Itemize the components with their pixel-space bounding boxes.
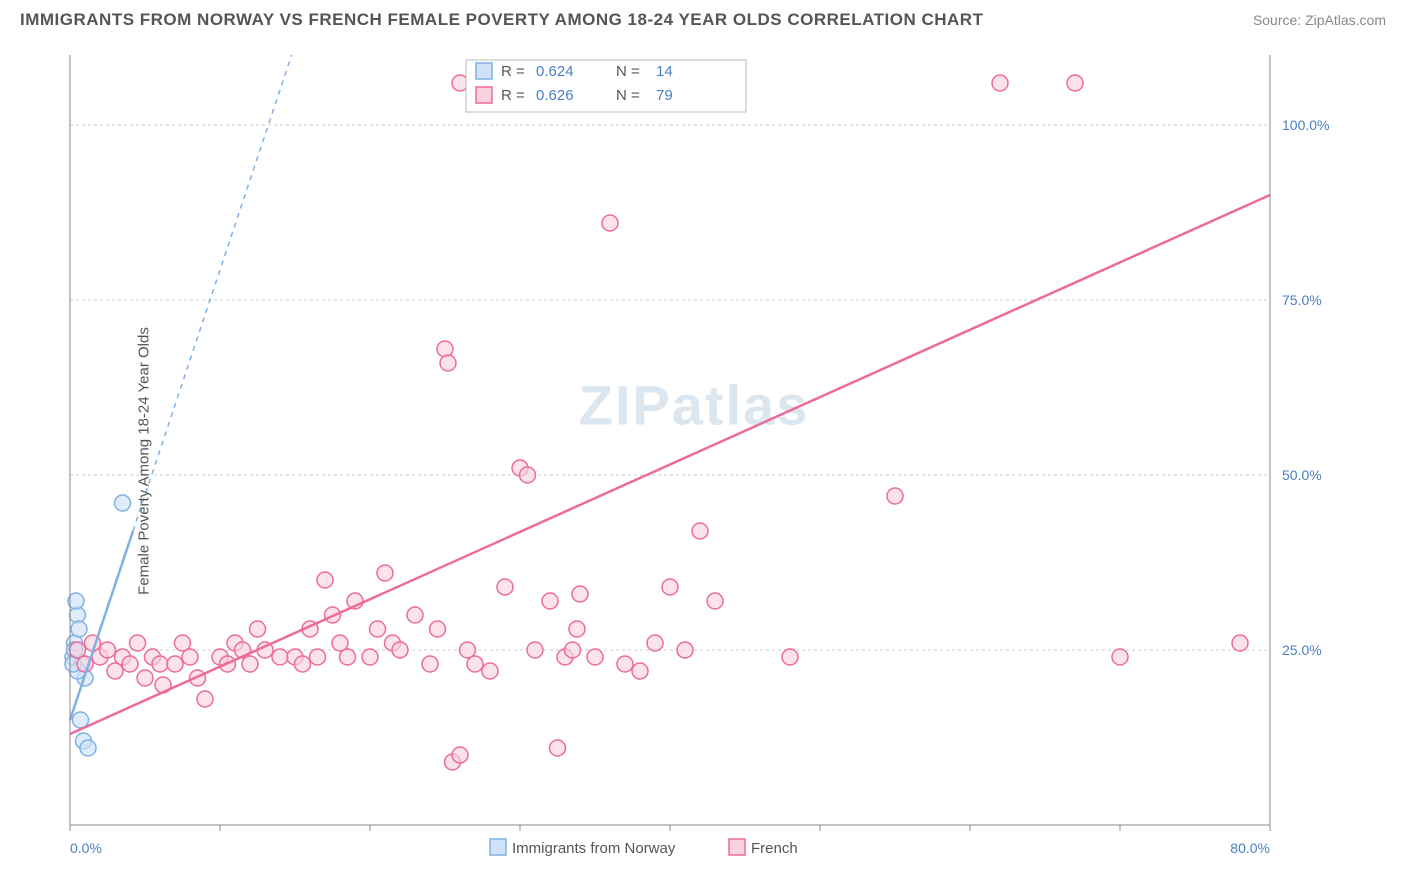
svg-text:79: 79 [656,87,673,104]
svg-text:Immigrants from Norway: Immigrants from Norway [512,840,676,857]
chart-container: Female Poverty Among 18-24 Year Olds ZIP… [20,45,1386,877]
y-axis-label: Female Poverty Among 18-24 Year Olds [135,327,152,595]
scatter-chart: ZIPatlas 25.0% 50.0% 75.0% 100.0% 0.0% 80.0% R … [20,45,1360,875]
svg-text:25.0%: 25.0% [1282,642,1322,658]
svg-text:50.0%: 50.0% [1282,467,1322,483]
svg-text:N =: N = [616,63,640,80]
svg-text:0.626: 0.626 [536,87,574,104]
svg-text:100.0%: 100.0% [1282,117,1329,133]
source-label: Source: ZipAtlas.com [1253,12,1386,28]
svg-text:R =: R = [501,63,525,80]
svg-text:0.0%: 0.0% [70,840,102,856]
chart-title: IMMIGRANTS FROM NORWAY VS FRENCH FEMALE … [20,10,983,30]
svg-text:0.624: 0.624 [536,63,574,80]
svg-text:14: 14 [656,63,673,80]
svg-text:80.0%: 80.0% [1230,840,1270,856]
svg-text:75.0%: 75.0% [1282,292,1322,308]
svg-text:French: French [751,840,798,857]
svg-text:R =: R = [501,87,525,104]
svg-text:N =: N = [616,87,640,104]
svg-text:ZIPatlas: ZIPatlas [579,374,810,437]
